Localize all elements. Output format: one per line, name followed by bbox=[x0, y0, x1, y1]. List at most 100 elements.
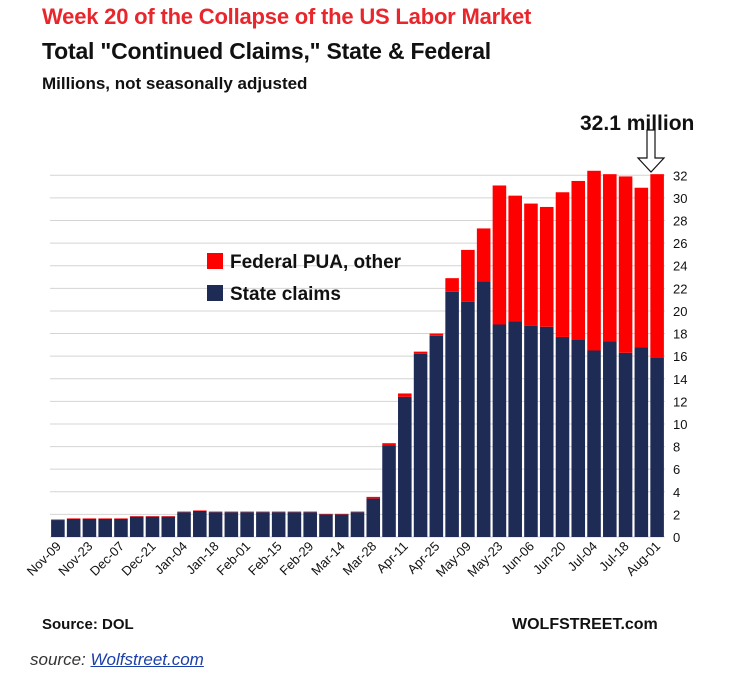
bar-state-claims bbox=[193, 511, 207, 537]
bar-federal-pua bbox=[240, 511, 254, 513]
bar-state-claims bbox=[287, 512, 302, 537]
bar-federal-pua bbox=[224, 511, 239, 513]
bar-state-claims bbox=[114, 518, 128, 537]
bar-state-claims bbox=[618, 352, 633, 537]
bar-federal-pua bbox=[350, 511, 365, 513]
chart-title: Week 20 of the Collapse of the US Labor … bbox=[42, 4, 532, 29]
bar-state-claims bbox=[603, 341, 617, 537]
bar-federal-pua bbox=[445, 278, 459, 292]
bar-federal-pua bbox=[650, 174, 664, 358]
bar-federal-pua bbox=[587, 170, 601, 351]
bar-state-claims bbox=[129, 516, 144, 537]
bar-state-claims bbox=[240, 512, 254, 537]
bar-federal-pua bbox=[618, 176, 633, 353]
bar-federal-pua bbox=[287, 511, 302, 513]
bar-state-claims bbox=[492, 324, 507, 537]
bar-state-claims bbox=[350, 512, 365, 537]
bar-federal-pua bbox=[66, 518, 81, 519]
x-tick-label: Mar-28 bbox=[340, 539, 380, 579]
bar-state-claims bbox=[66, 518, 81, 537]
bars bbox=[51, 170, 664, 537]
x-tick-label: Mar-14 bbox=[308, 539, 348, 579]
latest-value-callout: 32.1 million bbox=[580, 112, 695, 135]
y-tick-label: 20 bbox=[673, 304, 687, 319]
bar-federal-pua bbox=[398, 393, 412, 397]
bar-state-claims bbox=[445, 291, 459, 537]
bar-federal-pua bbox=[51, 519, 65, 521]
bar-state-claims bbox=[413, 353, 428, 537]
bar-state-claims bbox=[82, 518, 97, 537]
brand-label: WOLFSTREET.com bbox=[512, 616, 658, 633]
y-tick-label: 12 bbox=[673, 394, 687, 409]
bar-federal-pua bbox=[571, 180, 586, 340]
y-tick-label: 26 bbox=[673, 236, 687, 251]
bar-federal-pua bbox=[461, 249, 475, 302]
y-tick-label: 32 bbox=[673, 168, 687, 183]
y-tick-label: 2 bbox=[673, 507, 680, 522]
bar-federal-pua bbox=[208, 511, 223, 513]
bar-state-claims bbox=[161, 516, 176, 537]
x-tick-label: May-23 bbox=[464, 539, 505, 580]
bar-state-claims bbox=[429, 335, 444, 537]
bar-federal-pua bbox=[303, 511, 317, 513]
bar-federal-pua bbox=[366, 496, 381, 499]
bar-federal-pua bbox=[177, 511, 191, 513]
legend-label-federal: Federal PUA, other bbox=[230, 252, 402, 273]
bar-state-claims bbox=[461, 301, 475, 537]
bar-state-claims bbox=[145, 516, 160, 537]
bar-federal-pua bbox=[82, 518, 97, 519]
x-tick-label: Jun-06 bbox=[498, 539, 537, 578]
x-tick-label: Aug-01 bbox=[623, 539, 663, 579]
units-label: Millions, not seasonally adjusted bbox=[42, 74, 308, 93]
bar-federal-pua bbox=[319, 513, 333, 515]
x-tick-label: Feb-01 bbox=[213, 539, 253, 579]
bar-state-claims bbox=[524, 325, 538, 537]
bar-state-claims bbox=[650, 357, 664, 537]
y-tick-label: 14 bbox=[673, 372, 687, 387]
x-tick-label: Feb-15 bbox=[245, 539, 285, 579]
x-tick-label: Dec-07 bbox=[87, 539, 127, 579]
bar-state-claims bbox=[208, 512, 223, 537]
y-tick-label: 6 bbox=[673, 462, 680, 477]
bar-state-claims bbox=[303, 512, 317, 537]
y-tick-label: 28 bbox=[673, 214, 687, 229]
bar-state-claims bbox=[224, 512, 239, 537]
bar-federal-pua bbox=[413, 351, 428, 354]
bar-federal-pua bbox=[334, 513, 349, 515]
bar-federal-pua bbox=[271, 511, 286, 513]
bar-state-claims bbox=[256, 512, 270, 537]
x-tick-label: Dec-21 bbox=[118, 539, 158, 579]
bar-federal-pua bbox=[524, 203, 538, 326]
bar-state-claims bbox=[508, 321, 522, 537]
bar-state-claims bbox=[398, 396, 412, 537]
legend-swatch-federal bbox=[207, 253, 223, 269]
bar-state-claims bbox=[319, 514, 333, 537]
bar-federal-pua bbox=[129, 516, 144, 517]
bar-state-claims bbox=[587, 350, 601, 537]
bar-state-claims bbox=[334, 514, 349, 537]
y-tick-label: 22 bbox=[673, 281, 687, 296]
bar-state-claims bbox=[177, 512, 191, 537]
source-line: source: Wolfstreet.com bbox=[30, 650, 204, 670]
x-tick-label: Nov-23 bbox=[55, 539, 95, 579]
x-tick-label: Jan-04 bbox=[151, 539, 190, 578]
bar-state-claims bbox=[366, 498, 381, 537]
legend-swatch-state bbox=[207, 285, 223, 301]
bar-state-claims bbox=[634, 347, 649, 537]
bar-federal-pua bbox=[98, 518, 112, 519]
chart-subtitle: Total "Continued Claims," State & Federa… bbox=[42, 38, 491, 64]
legend: Federal PUA, other State claims bbox=[207, 252, 402, 305]
bar-state-claims bbox=[555, 336, 570, 537]
x-tick-label: Jul-04 bbox=[565, 539, 601, 575]
bar-federal-pua bbox=[634, 187, 649, 348]
source-link[interactable]: Wolfstreet.com bbox=[90, 650, 204, 669]
y-tick-label: 0 bbox=[673, 530, 680, 545]
x-tick-label: Feb-29 bbox=[277, 539, 317, 579]
bar-federal-pua bbox=[256, 511, 270, 513]
source-prefix: source: bbox=[30, 650, 86, 669]
bar-state-claims bbox=[539, 326, 554, 537]
y-tick-label: 16 bbox=[673, 349, 687, 364]
y-tick-label: 4 bbox=[673, 485, 680, 500]
